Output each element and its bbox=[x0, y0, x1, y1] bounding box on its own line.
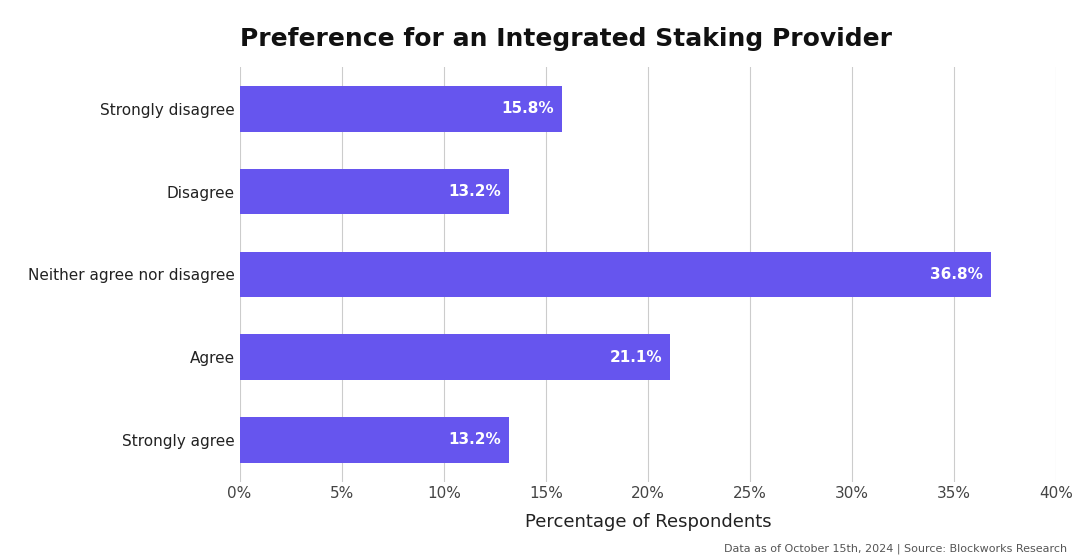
Text: Preference for an Integrated Staking Provider: Preference for an Integrated Staking Pro… bbox=[240, 27, 892, 52]
Bar bbox=[240, 417, 509, 463]
Bar bbox=[240, 169, 509, 214]
X-axis label: Percentage of Respondents: Percentage of Respondents bbox=[525, 512, 771, 530]
Text: 13.2%: 13.2% bbox=[449, 184, 501, 199]
Text: Blockworks   Research: Blockworks Research bbox=[367, 253, 929, 296]
Text: 13.2%: 13.2% bbox=[449, 432, 501, 447]
Text: 15.8%: 15.8% bbox=[501, 101, 554, 116]
Bar bbox=[240, 334, 671, 380]
Bar bbox=[240, 251, 991, 297]
Text: Data as of October 15th, 2024 | Source: Blockworks Research: Data as of October 15th, 2024 | Source: … bbox=[724, 544, 1067, 554]
Text: 21.1%: 21.1% bbox=[610, 349, 662, 365]
Text: 36.8%: 36.8% bbox=[930, 267, 982, 282]
Bar bbox=[240, 86, 562, 132]
